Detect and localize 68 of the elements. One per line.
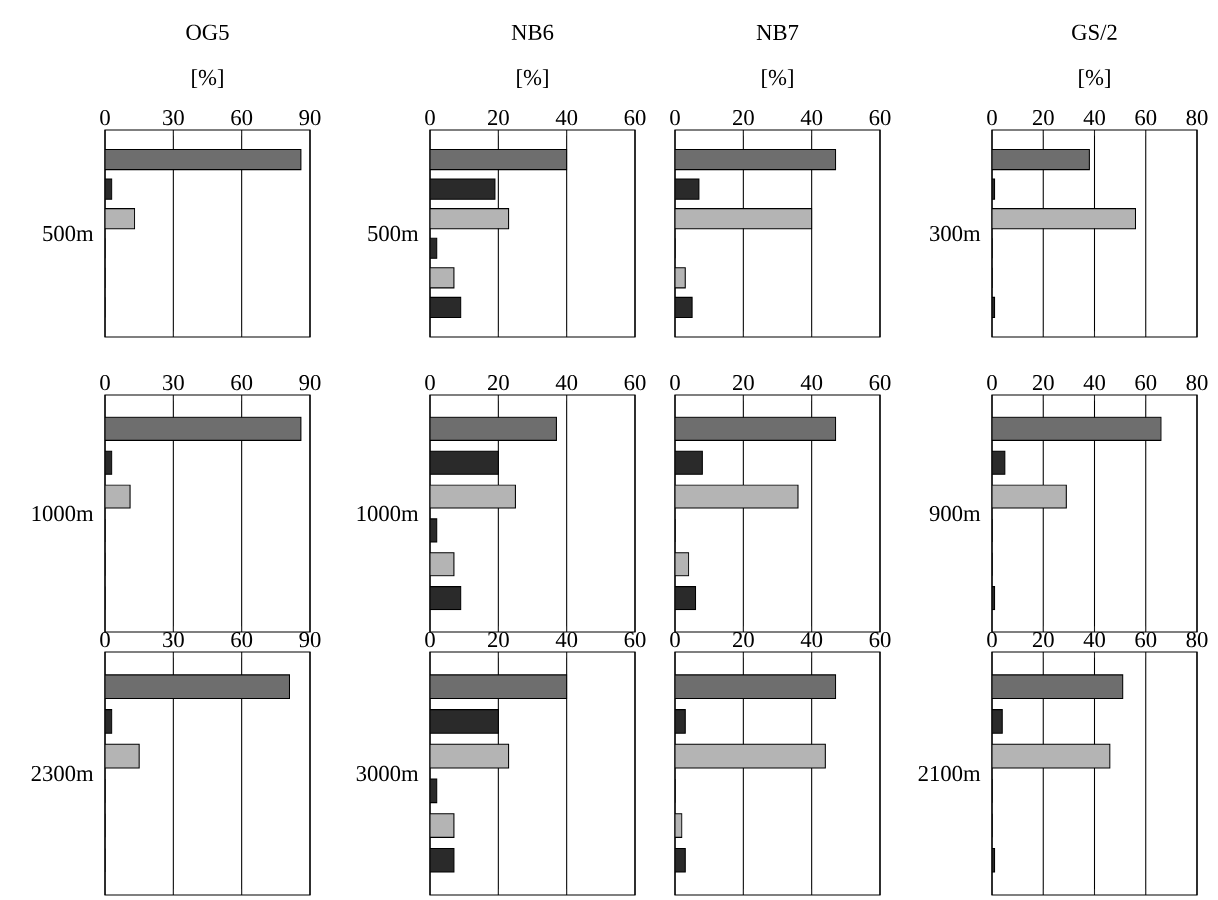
x-axis-title: [%] bbox=[517, 69, 548, 88]
x-tick-label: 0 bbox=[670, 374, 680, 391]
x-tick-label: 60 bbox=[624, 631, 646, 648]
x-tick-label: 20 bbox=[1032, 374, 1054, 391]
x-tick-label: 0 bbox=[425, 374, 435, 391]
y-axis-title: 900m bbox=[929, 505, 981, 522]
x-tick-label: 40 bbox=[1083, 374, 1105, 391]
x-tick-label: 90 bbox=[299, 374, 321, 391]
x-tick-label: 0 bbox=[987, 631, 997, 648]
x-tick-label: 60 bbox=[869, 631, 891, 648]
x-tick-label: 0 bbox=[670, 631, 680, 648]
y-axis-title: 2100m bbox=[918, 765, 981, 782]
x-tick-label: 0 bbox=[425, 109, 435, 126]
x-tick-label: 40 bbox=[800, 631, 823, 648]
x-tick-label: 0 bbox=[987, 374, 997, 391]
x-tick-label: 0 bbox=[100, 631, 110, 648]
x-tick-label: 20 bbox=[733, 109, 754, 126]
x-tick-label: 40 bbox=[800, 109, 823, 126]
x-tick-label: 80 bbox=[1186, 631, 1208, 648]
x-tick-label: 60 bbox=[1135, 374, 1157, 391]
x-tick-label: 20 bbox=[1032, 631, 1054, 648]
x-tick-label: 20 bbox=[488, 631, 509, 648]
x-tick-label: 60 bbox=[869, 374, 891, 391]
x-tick-label: 30 bbox=[163, 374, 184, 391]
x-tick-label: 60 bbox=[624, 374, 646, 391]
x-axis-title: [%] bbox=[192, 69, 223, 88]
x-tick-label: 0 bbox=[100, 109, 110, 126]
x-tick-label: 40 bbox=[555, 109, 578, 126]
x-tick-label: 0 bbox=[425, 631, 435, 648]
x-tick-label: 0 bbox=[987, 109, 997, 126]
x-tick-label: 60 bbox=[1135, 631, 1157, 648]
x-tick-label: 20 bbox=[733, 631, 754, 648]
x-tick-label: 0 bbox=[670, 109, 680, 126]
chart-title: OG5 bbox=[186, 24, 229, 40]
x-tick-label: 80 bbox=[1186, 374, 1208, 391]
x-axis-title: [%] bbox=[1079, 69, 1110, 88]
x-tick-label: 60 bbox=[231, 374, 253, 391]
y-axis-title: 1000m bbox=[357, 505, 419, 522]
x-tick-label: 60 bbox=[869, 109, 891, 126]
x-axis-title: [%] bbox=[762, 69, 793, 88]
x-tick-label: 0 bbox=[100, 374, 110, 391]
x-tick-label: 90 bbox=[299, 109, 321, 126]
y-axis-title: 3000m bbox=[356, 765, 419, 782]
x-tick-label: 20 bbox=[488, 374, 509, 391]
x-tick-label: 30 bbox=[163, 631, 184, 648]
x-tick-label: 60 bbox=[1135, 109, 1157, 126]
y-axis-title: 500m bbox=[368, 225, 419, 242]
x-tick-label: 30 bbox=[163, 109, 184, 126]
x-tick-label: 40 bbox=[1083, 631, 1105, 648]
x-tick-label: 40 bbox=[555, 631, 578, 648]
x-tick-label: 40 bbox=[555, 374, 578, 391]
y-axis-title: 2300m bbox=[31, 765, 94, 782]
x-tick-label: 60 bbox=[231, 631, 253, 648]
y-axis-title: 500m bbox=[43, 225, 94, 242]
x-tick-label: 20 bbox=[488, 109, 509, 126]
x-tick-label: 40 bbox=[1083, 109, 1105, 126]
x-tick-label: 80 bbox=[1186, 109, 1208, 126]
x-tick-label: 40 bbox=[800, 374, 823, 391]
x-tick-label: 90 bbox=[299, 631, 321, 648]
x-tick-label: 20 bbox=[1032, 109, 1054, 126]
y-axis-title: 300m bbox=[930, 225, 981, 242]
x-tick-label: 60 bbox=[624, 109, 646, 126]
x-tick-label: 60 bbox=[231, 109, 253, 126]
chart-title: NB6 bbox=[511, 24, 554, 40]
y-axis-title: 1000m bbox=[32, 505, 94, 522]
chart-title: NB7 bbox=[756, 25, 799, 40]
x-tick-label: 20 bbox=[733, 374, 754, 391]
chart-title: GS/2 bbox=[1072, 24, 1117, 40]
